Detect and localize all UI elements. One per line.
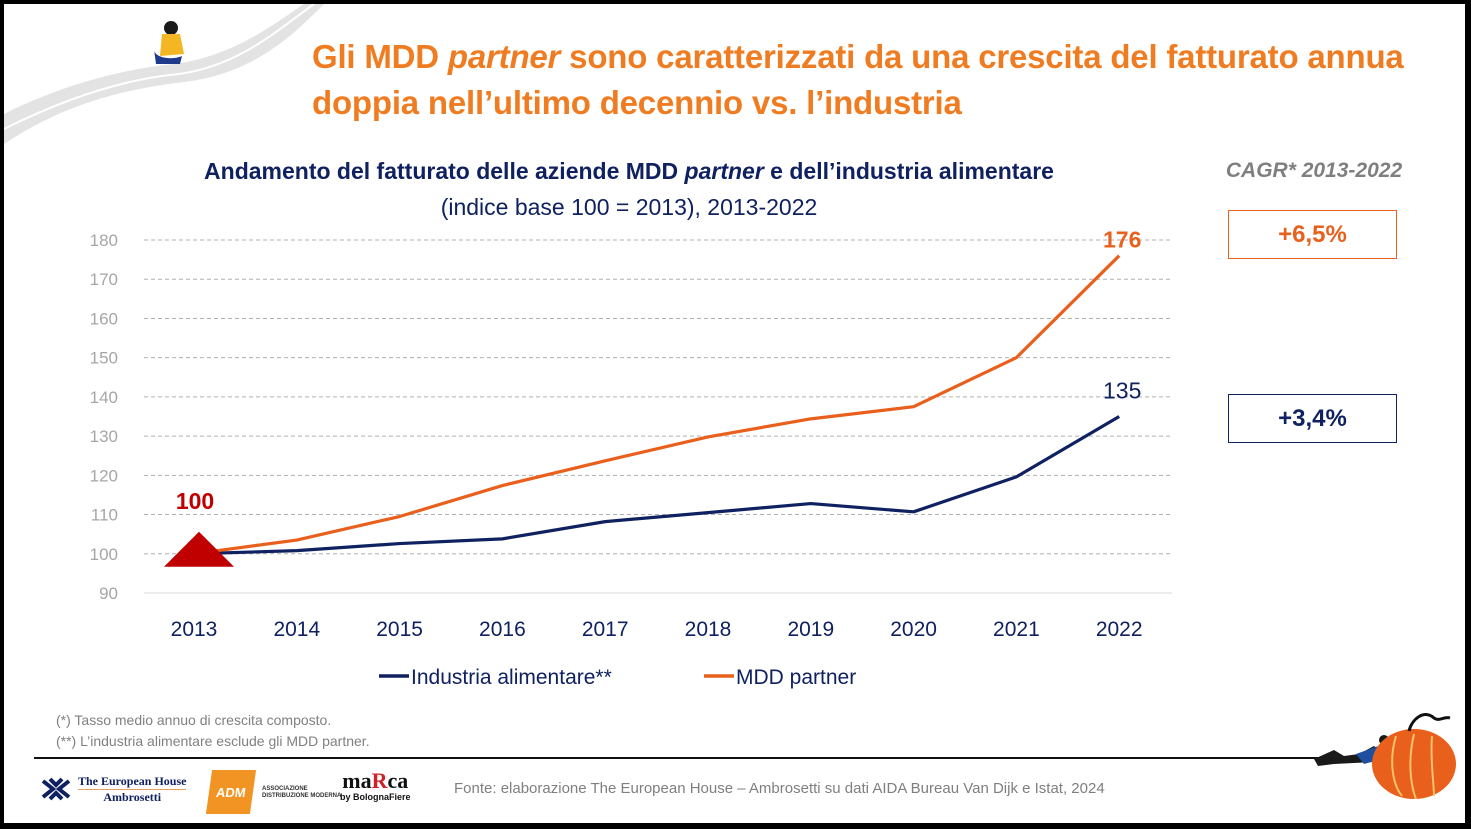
- x-tick-label: 2016: [479, 618, 526, 641]
- legend: Industria alimentare** MDD partner: [379, 666, 856, 689]
- chart-subtitle: (indice base 100 = 2013), 2013-2022: [440, 194, 818, 220]
- adm-line2: DISTRIBUZIONE MODERNA: [262, 793, 342, 799]
- logo-european-house: The European House Ambrosetti: [40, 774, 187, 804]
- series-lines: 135 176: [193, 227, 1141, 556]
- y-tick-label: 180: [90, 231, 118, 250]
- legend-label-mdd: MDD partner: [736, 666, 856, 689]
- teh-subname: Ambrosetti: [78, 789, 187, 804]
- x-tick-label: 2013: [171, 618, 218, 641]
- y-tick-label: 150: [90, 349, 118, 368]
- pumpkin-illustration: [1314, 713, 1456, 800]
- y-axis-ticks: 90 100 110 120 130 140 150 160 170 180: [90, 231, 118, 603]
- main-title: Gli MDD partner sono caratterizzati da u…: [312, 34, 1462, 126]
- marca-post: ca: [387, 768, 409, 793]
- end-label-mdd: 176: [1103, 227, 1141, 253]
- road-illustration: [4, 4, 324, 144]
- end-label-industria: 135: [1103, 378, 1141, 404]
- marca-sub: by BolognaFiere: [340, 792, 411, 802]
- x-tick-label: 2019: [787, 618, 834, 641]
- cagr-mdd-value: +6,5%: [1278, 220, 1347, 248]
- annotations: 100: [164, 488, 234, 567]
- road-line: [4, 4, 315, 130]
- x-axis-ticks: 2013 2014 2015 2016 2017 2018 2019 2020 2021 2022: [171, 618, 1143, 641]
- y-tick-label: 120: [90, 466, 118, 485]
- gridlines: [144, 239, 1172, 594]
- y-tick-label: 90: [99, 584, 118, 603]
- cagr-mdd-box: +6,5%: [1228, 210, 1397, 259]
- chart-title: Andamento del fatturato delle aziende MD…: [104, 156, 1154, 186]
- x-tick-label: 2017: [582, 618, 629, 641]
- chart-title-italic: partner: [684, 158, 764, 184]
- teh-name: The European House: [78, 774, 187, 788]
- x-tick-label: 2014: [273, 618, 320, 641]
- main-title-part2: sono caratterizzati da una crescita del …: [312, 38, 1404, 121]
- x-tick-label: 2022: [1096, 618, 1143, 641]
- teh-logo-icon: [41, 777, 71, 801]
- cagr-title: CAGR* 2013-2022: [1225, 159, 1403, 182]
- y-tick-label: 160: [90, 309, 118, 328]
- marca-pre: ma: [342, 768, 372, 793]
- woman-figure-icon: [154, 21, 184, 64]
- y-tick-label: 110: [91, 506, 118, 525]
- y-tick-label: 130: [90, 427, 118, 446]
- chart-title-part1: Andamento del fatturato delle aziende MD…: [204, 158, 685, 184]
- footnote-cagr: (*) Tasso medio annuo di crescita compos…: [56, 712, 332, 728]
- footnote-industry: (**) L’industria alimentare esclude gli …: [56, 733, 370, 749]
- footnotes: (*) Tasso medio annuo di crescita compos…: [56, 710, 370, 752]
- marca-r: R: [371, 768, 388, 793]
- base-marker-triangle-icon: [164, 531, 234, 567]
- source-note: Fonte: elaborazione The European House –…: [454, 780, 1105, 797]
- chart-title-part2: e dell’industria alimentare: [763, 158, 1054, 184]
- adm-subtitle: ASSOCIAZIONE DISTRIBUZIONE MODERNA: [262, 786, 341, 800]
- logo-adm: ADM: [205, 770, 257, 814]
- legend-label-industria: Industria alimentare**: [411, 666, 612, 689]
- x-tick-label: 2018: [685, 618, 732, 641]
- x-tick-label: 2021: [993, 618, 1040, 641]
- x-tick-label: 2020: [890, 618, 937, 641]
- y-tick-label: 140: [90, 388, 118, 407]
- cagr-industry-value: +3,4%: [1278, 404, 1347, 432]
- base-value-label: 100: [176, 488, 214, 514]
- adm-line1: ASSOCIAZIONE: [262, 786, 308, 792]
- adm-text: ADM: [215, 784, 247, 800]
- footer-divider: [34, 757, 1354, 759]
- y-tick-label: 100: [90, 545, 118, 564]
- series-line-industria: [193, 415, 1121, 556]
- pumpkin-icon: [1372, 713, 1456, 800]
- main-title-part1: Gli MDD: [312, 38, 448, 75]
- logo-marca: maRca by BolognaFiere: [340, 768, 411, 803]
- series-line-mdd: [193, 254, 1121, 556]
- road-shape: [4, 4, 324, 144]
- cagr-industry-box: +3,4%: [1228, 394, 1397, 443]
- slide: Gli MDD partner sono caratterizzati da u…: [4, 4, 1465, 823]
- x-tick-label: 2015: [376, 618, 423, 641]
- main-title-italic: partner: [447, 38, 561, 75]
- y-tick-label: 170: [90, 270, 118, 289]
